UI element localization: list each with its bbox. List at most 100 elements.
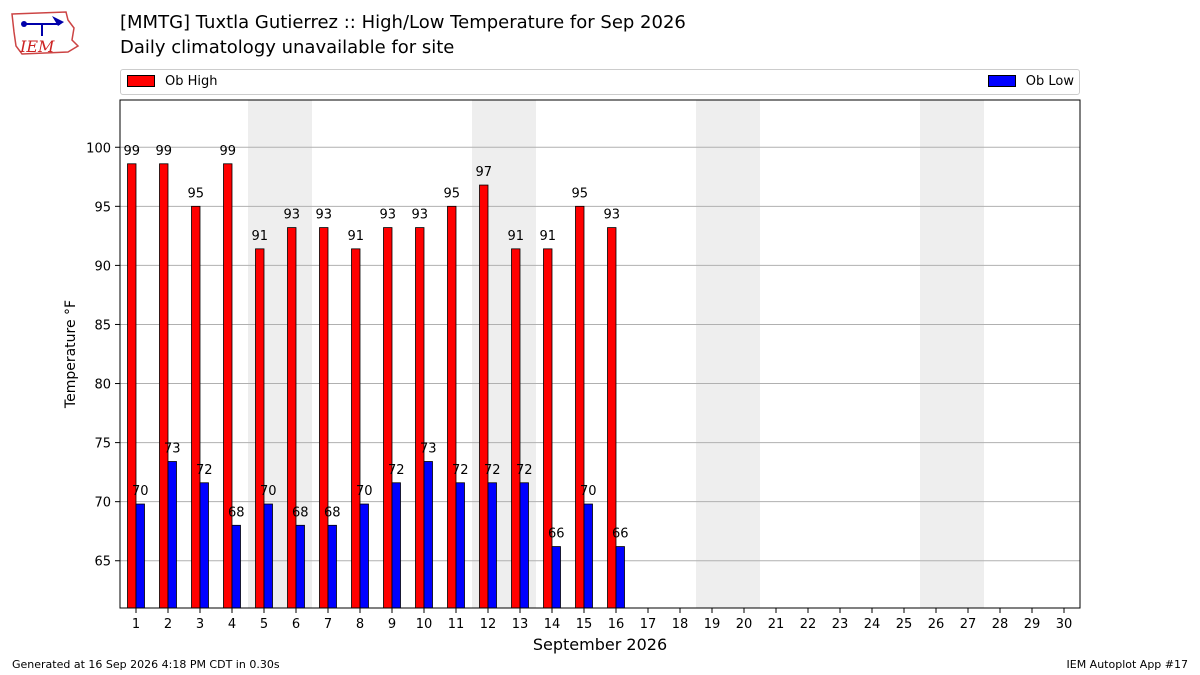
legend-swatch-low <box>987 74 1016 87</box>
xtick-label-30: 30 <box>1056 617 1073 632</box>
xtick-label-29: 29 <box>1024 617 1041 632</box>
bar-low-day-4 <box>231 524 241 609</box>
xtick-label-28: 28 <box>992 617 1009 632</box>
xtick-label-18: 18 <box>672 617 689 632</box>
data-label-low-day-14: 66 <box>548 527 565 542</box>
xtick-label-13: 13 <box>512 617 529 632</box>
xtick-label-23: 23 <box>832 617 849 632</box>
xtick-label-9: 9 <box>388 617 396 632</box>
bar-low-day-15 <box>583 503 593 609</box>
ytick-label-65: 65 <box>94 555 111 570</box>
bar-low-day-9 <box>391 482 401 609</box>
weekend-shade-4 <box>920 100 984 608</box>
data-label-low-day-2: 73 <box>164 442 181 457</box>
data-label-low-day-15: 70 <box>580 484 597 499</box>
xtick-label-14: 14 <box>544 617 561 632</box>
data-label-high-day-4: 99 <box>219 144 236 159</box>
ytick-label-70: 70 <box>94 496 111 511</box>
bar-high-day-9 <box>383 227 393 609</box>
iem-logo: IEM <box>11 11 80 56</box>
chart-title: [MMTG] Tuxtla Gutierrez :: High/Low Temp… <box>120 12 686 33</box>
ytick-label-100: 100 <box>86 141 111 156</box>
bar-low-day-1 <box>135 503 145 609</box>
xtick-label-22: 22 <box>800 617 817 632</box>
legend-swatch-high <box>127 74 155 87</box>
bar-high-day-12 <box>479 184 489 609</box>
xtick-label-8: 8 <box>356 617 364 632</box>
x-axis-label: September 2026 <box>533 635 667 654</box>
bar-low-day-3 <box>199 482 209 609</box>
data-label-high-day-2: 99 <box>155 144 172 159</box>
data-label-low-day-6: 68 <box>292 505 309 520</box>
bar-high-day-11 <box>447 205 457 609</box>
xtick-label-16: 16 <box>608 617 625 632</box>
xtick-label-7: 7 <box>324 617 332 632</box>
y-axis-label: Temperature °F <box>63 300 79 409</box>
xtick-label-20: 20 <box>736 617 753 632</box>
weekend-shade-3 <box>696 100 760 608</box>
bar-high-day-8 <box>351 248 361 609</box>
data-label-low-day-4: 68 <box>228 505 245 520</box>
bar-low-day-12 <box>487 482 497 609</box>
data-label-low-day-3: 72 <box>196 463 213 478</box>
data-label-high-day-3: 95 <box>187 186 204 201</box>
xtick-label-26: 26 <box>928 617 945 632</box>
bar-low-day-7 <box>327 524 337 609</box>
bar-low-day-2 <box>167 461 177 609</box>
data-label-high-day-14: 91 <box>539 229 556 244</box>
xtick-label-25: 25 <box>896 617 913 632</box>
xtick-label-5: 5 <box>260 617 268 632</box>
bar-high-day-13 <box>511 248 521 609</box>
bar-high-day-16 <box>607 227 617 609</box>
legend-label-high: Ob High <box>165 74 218 89</box>
data-label-high-day-7: 93 <box>315 208 332 223</box>
ytick-label-95: 95 <box>94 200 111 215</box>
xtick-label-19: 19 <box>704 617 721 632</box>
data-label-high-day-1: 99 <box>123 144 140 159</box>
data-label-low-day-7: 68 <box>324 505 341 520</box>
xtick-label-4: 4 <box>228 617 236 632</box>
ytick-label-90: 90 <box>94 259 111 274</box>
data-label-high-day-11: 95 <box>443 186 460 201</box>
data-label-low-day-1: 70 <box>132 484 149 499</box>
data-label-high-day-12: 97 <box>475 165 492 180</box>
logo-text: IEM <box>19 37 55 56</box>
data-label-low-day-11: 72 <box>452 463 469 478</box>
bar-low-day-13 <box>519 482 529 609</box>
data-label-high-day-16: 93 <box>603 208 620 223</box>
footer-generated: Generated at 16 Sep 2026 4:18 PM CDT in … <box>12 658 280 671</box>
chart-subtitle: Daily climatology unavailable for site <box>120 37 455 58</box>
bar-low-day-14 <box>551 546 561 609</box>
bar-high-day-2 <box>159 163 169 609</box>
data-label-low-day-5: 70 <box>260 484 277 499</box>
data-label-high-day-13: 91 <box>507 229 524 244</box>
bar-high-day-14 <box>543 248 553 609</box>
bar-high-day-3 <box>191 205 201 609</box>
ytick-label-80: 80 <box>94 378 111 393</box>
bar-low-day-11 <box>455 482 465 609</box>
legend-item-low: Ob Low <box>987 74 1074 89</box>
xtick-label-17: 17 <box>640 617 657 632</box>
bar-high-day-15 <box>575 205 585 609</box>
bar-high-day-5 <box>255 248 265 609</box>
xtick-label-11: 11 <box>448 617 465 632</box>
bar-high-day-10 <box>415 227 425 609</box>
data-label-low-day-10: 73 <box>420 442 437 457</box>
footer-app: IEM Autoplot App #17 <box>1066 658 1189 671</box>
data-label-high-day-9: 93 <box>379 208 396 223</box>
data-label-high-day-6: 93 <box>283 208 300 223</box>
xtick-label-2: 2 <box>164 617 172 632</box>
xtick-label-12: 12 <box>480 617 497 632</box>
ytick-label-85: 85 <box>94 318 111 333</box>
bar-low-day-8 <box>359 503 369 609</box>
xtick-label-24: 24 <box>864 617 881 632</box>
xtick-label-1: 1 <box>132 617 140 632</box>
data-label-low-day-13: 72 <box>516 463 533 478</box>
data-label-low-day-12: 72 <box>484 463 501 478</box>
bar-high-day-1 <box>127 163 137 609</box>
plot-frame <box>119 99 1081 609</box>
data-label-low-day-9: 72 <box>388 463 405 478</box>
xtick-label-10: 10 <box>416 617 433 632</box>
legend-item-high: Ob High <box>127 74 218 89</box>
